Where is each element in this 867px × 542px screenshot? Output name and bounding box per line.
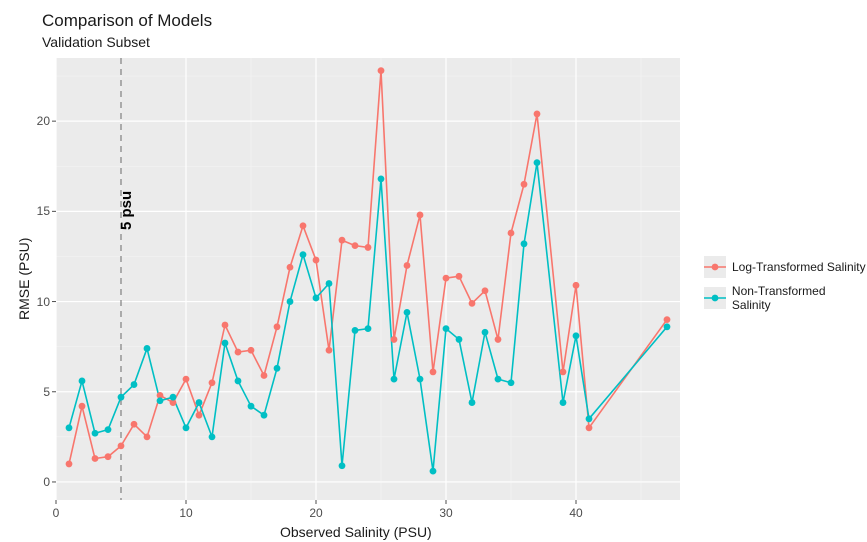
- vline-annotation: 5 psu: [118, 191, 135, 230]
- x-tick-label: 0: [53, 506, 60, 520]
- x-tick-label: 10: [179, 506, 192, 520]
- y-tick-label: 10: [28, 295, 50, 309]
- legend-label: Log-Transformed Salinity: [732, 260, 866, 274]
- legend-item: Non-Transformed Salinity: [704, 284, 867, 312]
- y-tick-label: 15: [28, 204, 50, 218]
- x-tick-label: 20: [309, 506, 322, 520]
- x-tick-label: 40: [569, 506, 582, 520]
- x-axis-label: Observed Salinity (PSU): [280, 524, 432, 540]
- legend-key-icon: [704, 287, 726, 309]
- legend-key-icon: [704, 256, 726, 278]
- legend: Log-Transformed Salinity Non-Transformed…: [704, 256, 867, 312]
- legend-item: Log-Transformed Salinity: [704, 256, 867, 278]
- chart-container: Comparison of Models Validation Subset O…: [0, 0, 867, 542]
- y-tick-label: 5: [28, 385, 50, 399]
- y-tick-label: 20: [28, 114, 50, 128]
- y-tick-label: 0: [28, 475, 50, 489]
- legend-label: Non-Transformed Salinity: [732, 284, 867, 312]
- x-tick-label: 30: [439, 506, 452, 520]
